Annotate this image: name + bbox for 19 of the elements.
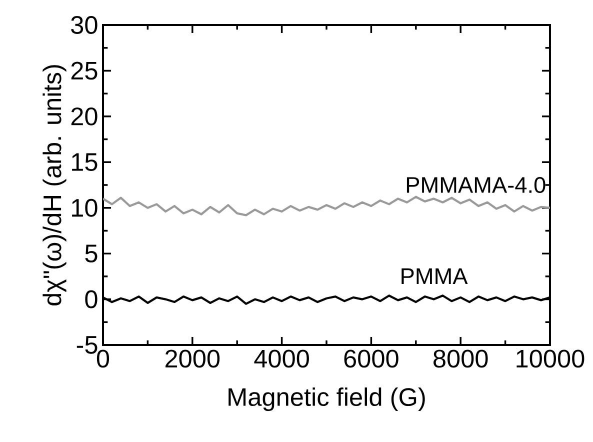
y-tick-label: 0 [85, 290, 98, 308]
y-tick-label: 20 [71, 107, 98, 126]
y-tick-label: 25 [71, 62, 98, 80]
y-tick-label: 10 [72, 198, 98, 217]
annotation: PMMAMA-4.0 [406, 176, 546, 194]
y-tick-label: 30 [71, 16, 98, 34]
y-tick-label: 5 [85, 244, 98, 262]
y-tick-label: -5 [76, 336, 98, 354]
y-tick-label: 15 [72, 153, 98, 171]
line-series [103, 196, 550, 216]
x-tick-label: 0 [96, 350, 110, 368]
x-axis-title: Magnetic field (G) [228, 387, 425, 412]
x-tick-label: 8000 [434, 350, 488, 368]
x-tick-label: 4000 [254, 350, 309, 368]
x-tick-label: 6000 [344, 350, 398, 368]
x-tick-label: 2000 [166, 350, 220, 368]
annotation: PMMA [402, 268, 468, 284]
y-axis-title: dχ"(ω)/dH (arb. units) [42, 65, 66, 306]
x-tick-label: 10000 [516, 350, 584, 368]
